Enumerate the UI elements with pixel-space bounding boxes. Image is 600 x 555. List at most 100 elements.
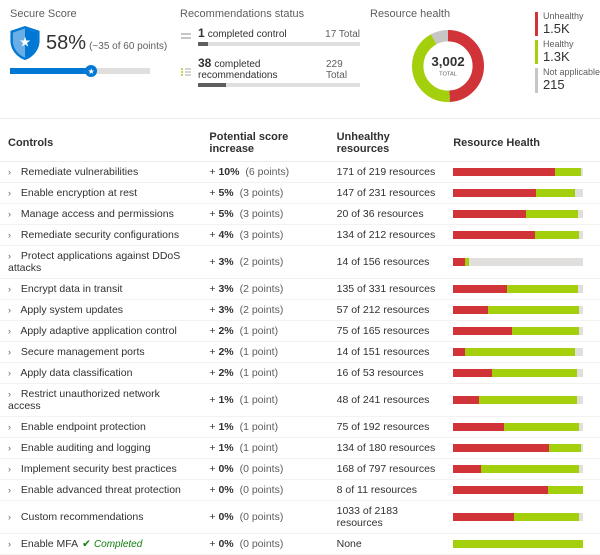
psi-points: (2 points): [237, 256, 284, 268]
chevron-right-icon[interactable]: ›: [8, 167, 18, 177]
resource-health-donut: 3,002 TOTAL: [408, 26, 488, 106]
summary-panel: Secure Score ★ 58% (~35 of 60 points) Re…: [0, 0, 600, 119]
chevron-right-icon[interactable]: ›: [8, 188, 18, 198]
psi-points: (6 points): [242, 166, 289, 178]
table-row[interactable]: › Remediate security configurations+ 4% …: [0, 225, 600, 246]
table-row[interactable]: › Apply data classification+ 2% (1 point…: [0, 363, 600, 384]
svg-text:★: ★: [19, 35, 31, 50]
unhealthy-resources: None: [329, 534, 446, 555]
psi-points: (1 point): [237, 394, 278, 406]
table-row[interactable]: › Encrypt data in transit+ 3% (2 points)…: [0, 279, 600, 300]
health-bar: [453, 210, 583, 218]
health-bar: [453, 348, 583, 356]
controls-completed-num: 1: [198, 26, 205, 40]
unhealthy-resources: 134 of 180 resources: [329, 438, 446, 459]
table-row[interactable]: › Enable auditing and logging+ 1% (1 poi…: [0, 438, 600, 459]
chevron-right-icon[interactable]: ›: [8, 326, 18, 336]
psi-points: (1 point): [237, 367, 278, 379]
unhealthy-resources: 75 of 192 resources: [329, 417, 446, 438]
secure-score-card: Secure Score ★ 58% (~35 of 60 points): [10, 8, 170, 106]
health-bar: [453, 396, 583, 404]
table-row[interactable]: › Custom recommendations+ 0% (0 points)1…: [0, 501, 600, 534]
table-row[interactable]: › Manage access and permissions+ 5% (3 p…: [0, 204, 600, 225]
psi-percent: 1%: [218, 421, 233, 433]
chevron-right-icon[interactable]: ›: [8, 539, 18, 549]
col-unhealthy[interactable]: Unhealthy resources: [329, 125, 446, 162]
table-row[interactable]: › Enable endpoint protection+ 1% (1 poin…: [0, 417, 600, 438]
chevron-right-icon[interactable]: ›: [8, 422, 18, 432]
chevron-right-icon[interactable]: ›: [8, 368, 18, 378]
controls-total: 17 Total: [325, 29, 360, 40]
donut-total-label: TOTAL: [440, 72, 458, 78]
health-bar: [453, 168, 583, 176]
psi-points: (1 point): [237, 421, 278, 433]
table-row[interactable]: › Implement security best practices+ 0% …: [0, 459, 600, 480]
control-name: Secure management ports: [21, 346, 145, 358]
unhealthy-resources: 57 of 212 resources: [329, 300, 446, 321]
control-name: Apply data classification: [20, 367, 132, 379]
chevron-right-icon[interactable]: ›: [8, 512, 18, 522]
psi-points: (3 points): [237, 208, 284, 220]
psi-percent: 0%: [218, 538, 233, 550]
secure-score-sub: (~35 of 60 points): [89, 41, 167, 52]
control-name: Enable encryption at rest: [21, 187, 137, 199]
chevron-right-icon[interactable]: ›: [8, 389, 18, 399]
secure-score-bar: [10, 68, 150, 74]
health-bar: [453, 486, 583, 494]
control-name: Restrict unauthorized network access: [8, 388, 160, 412]
control-name: Protect applications against DDoS attack…: [8, 250, 180, 274]
table-row[interactable]: › Enable encryption at rest+ 5% (3 point…: [0, 183, 600, 204]
completed-label: Completed: [94, 539, 142, 550]
psi-percent: 0%: [218, 463, 233, 475]
chevron-right-icon[interactable]: ›: [8, 305, 18, 315]
legend-item: Not applicable215: [535, 68, 600, 92]
table-row[interactable]: › Secure management ports+ 2% (1 point)1…: [0, 342, 600, 363]
table-row[interactable]: › Remediate vulnerabilities+ 10% (6 poin…: [0, 162, 600, 183]
psi-points: (2 points): [237, 304, 284, 316]
psi-percent: 2%: [218, 346, 233, 358]
unhealthy-resources: 171 of 219 resources: [329, 162, 446, 183]
chevron-right-icon[interactable]: ›: [8, 464, 18, 474]
unhealthy-resources: 20 of 36 resources: [329, 204, 446, 225]
col-psi[interactable]: Potential score increase: [201, 125, 328, 162]
table-row[interactable]: › Protect applications against DDoS atta…: [0, 246, 600, 279]
table-row[interactable]: › Enable MFA✔Completed+ 0% (0 points)Non…: [0, 534, 600, 555]
health-bar: [453, 465, 583, 473]
psi-points: (0 points): [237, 538, 284, 550]
table-row[interactable]: › Enable advanced threat protection+ 0% …: [0, 480, 600, 501]
legend-value: 1.3K: [543, 50, 600, 64]
health-bar: [453, 285, 583, 293]
table-row[interactable]: › Apply adaptive application control+ 2%…: [0, 321, 600, 342]
chevron-right-icon[interactable]: ›: [8, 347, 18, 357]
chevron-right-icon[interactable]: ›: [8, 284, 18, 294]
col-controls[interactable]: Controls: [0, 125, 201, 162]
psi-percent: 2%: [218, 325, 233, 337]
control-name: Manage access and permissions: [21, 208, 174, 220]
psi-percent: 10%: [218, 166, 239, 178]
psi-percent: 1%: [218, 442, 233, 454]
star-knob-icon: [85, 65, 97, 77]
shield-icon: ★: [10, 26, 40, 60]
unhealthy-resources: 14 of 156 resources: [329, 246, 446, 279]
psi-percent: 0%: [218, 511, 233, 523]
chevron-right-icon[interactable]: ›: [8, 485, 18, 495]
table-row[interactable]: › Restrict unauthorized network access+ …: [0, 384, 600, 417]
table-row[interactable]: › Apply system updates+ 3% (2 points)57 …: [0, 300, 600, 321]
unhealthy-resources: 1033 of 2183 resources: [329, 501, 446, 534]
psi-points: (3 points): [237, 187, 284, 199]
recs-completed-num: 38: [198, 56, 211, 70]
secure-score-percent: 58%: [46, 32, 86, 54]
control-name: Custom recommendations: [21, 511, 144, 523]
chevron-right-icon[interactable]: ›: [8, 443, 18, 453]
control-icon: [180, 30, 192, 42]
chevron-right-icon[interactable]: ›: [8, 251, 18, 261]
psi-percent: 2%: [218, 367, 233, 379]
control-name: Enable advanced threat protection: [21, 484, 181, 496]
chevron-right-icon[interactable]: ›: [8, 209, 18, 219]
chevron-right-icon[interactable]: ›: [8, 230, 18, 240]
psi-points: (2 points): [237, 283, 284, 295]
checklist-icon: [180, 66, 192, 78]
resource-health-card: Resource health 3,002 TOTAL Unhealthy1.5…: [370, 8, 600, 106]
recs-total: 229 Total: [326, 59, 360, 81]
col-resource-health[interactable]: Resource Health: [445, 125, 600, 162]
